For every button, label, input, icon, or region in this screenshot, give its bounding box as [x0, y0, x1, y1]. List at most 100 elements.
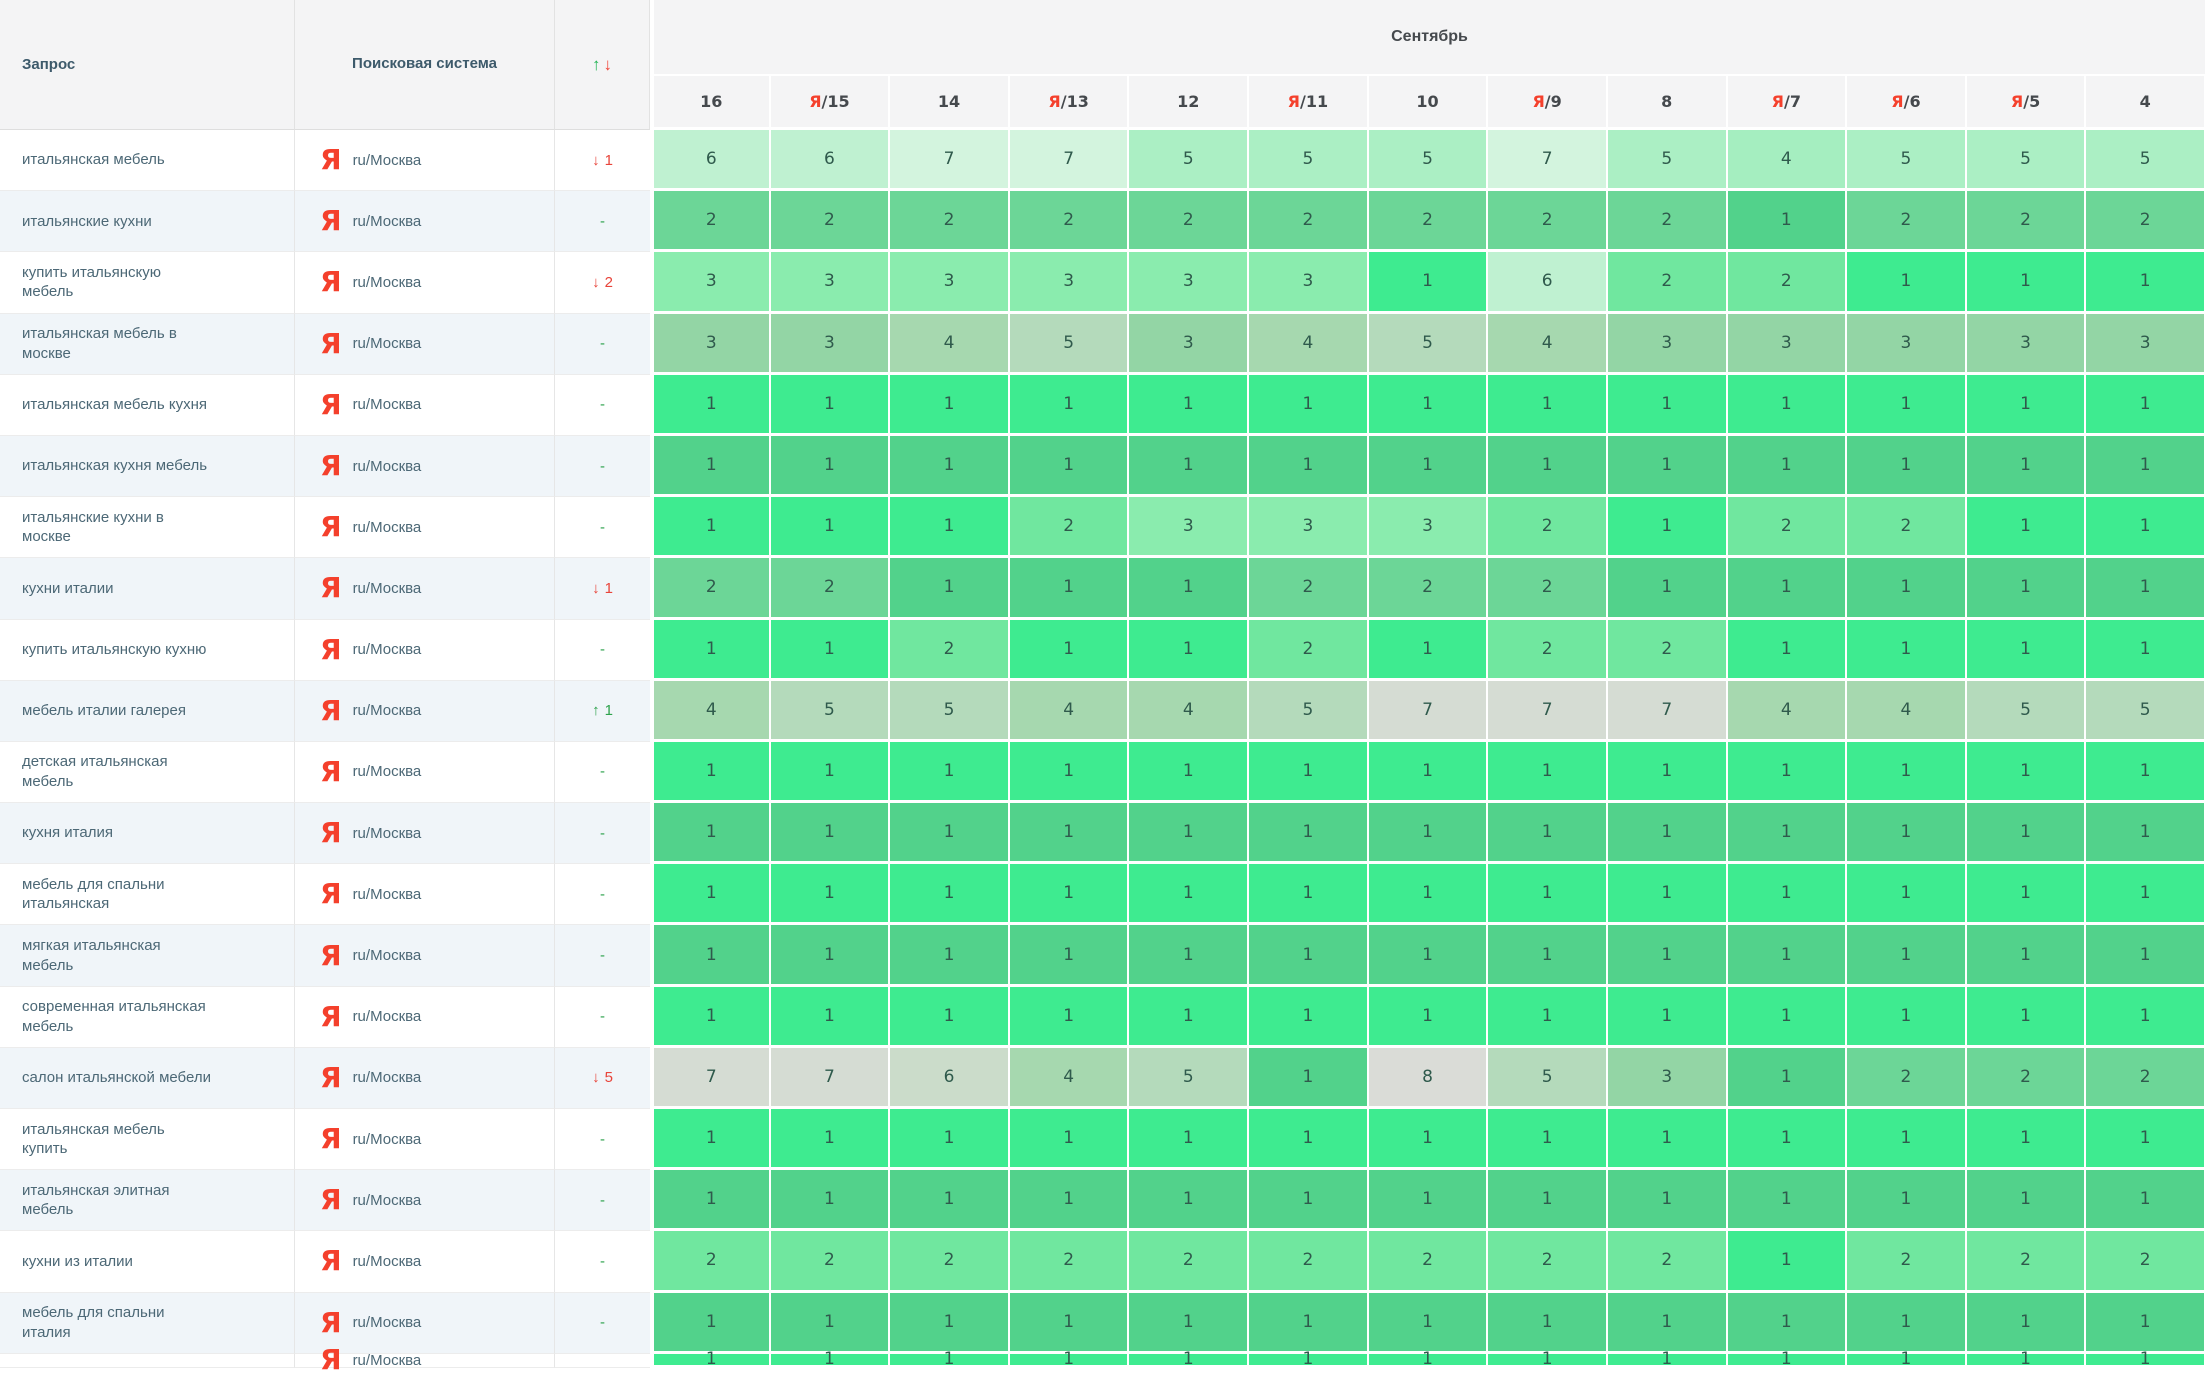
- position-cell[interactable]: 1: [1965, 1170, 2086, 1232]
- position-cell[interactable]: 3: [1248, 497, 1368, 559]
- position-cell[interactable]: 1: [1606, 864, 1727, 926]
- position-cell[interactable]: 1: [1367, 864, 1488, 926]
- position-cell[interactable]: 1: [1367, 374, 1488, 436]
- position-cell[interactable]: 1: [1487, 374, 1607, 436]
- date-column-header[interactable]: Я/9: [1487, 74, 1607, 130]
- position-cell[interactable]: 1: [1248, 1292, 1368, 1354]
- position-cell[interactable]: 1: [1487, 1109, 1607, 1171]
- position-cell[interactable]: 1: [769, 864, 890, 926]
- position-cell[interactable]: 1: [1965, 1292, 2086, 1354]
- position-cell[interactable]: 1: [1008, 1109, 1129, 1171]
- position-cell[interactable]: 1: [1248, 925, 1368, 987]
- position-cell[interactable]: 1: [650, 1349, 770, 1369]
- position-cell[interactable]: 1: [1846, 1109, 1966, 1171]
- position-cell[interactable]: 1: [1846, 986, 1966, 1048]
- position-cell[interactable]: 1: [1726, 1109, 1847, 1171]
- position-cell[interactable]: 1: [1248, 803, 1368, 865]
- position-cell[interactable]: 1: [1248, 1047, 1368, 1109]
- position-cell[interactable]: 3: [769, 313, 890, 375]
- position-cell[interactable]: 4: [1846, 680, 1966, 742]
- position-cell[interactable]: 1: [889, 1170, 1009, 1232]
- position-cell[interactable]: 1: [1965, 1109, 2086, 1171]
- position-cell[interactable]: 5: [1248, 130, 1368, 192]
- position-cell[interactable]: 1: [650, 803, 770, 865]
- position-cell[interactable]: 1: [1606, 741, 1727, 804]
- position-cell[interactable]: 1: [1965, 986, 2086, 1048]
- position-cell[interactable]: 1: [1487, 1349, 1607, 1369]
- position-cell[interactable]: 1: [1606, 1109, 1727, 1171]
- date-column-header[interactable]: 8: [1606, 74, 1727, 130]
- position-cell[interactable]: 7: [1367, 680, 1488, 742]
- position-cell[interactable]: 4: [1726, 680, 1847, 742]
- position-cell[interactable]: 1: [1487, 864, 1607, 926]
- position-cell[interactable]: 1: [1008, 925, 1129, 987]
- position-cell[interactable]: 7: [1487, 130, 1607, 192]
- position-cell[interactable]: 1: [1008, 986, 1129, 1048]
- date-column-header[interactable]: 14: [889, 74, 1009, 130]
- date-column-header[interactable]: Я/7: [1726, 74, 1847, 130]
- position-cell[interactable]: 1: [1487, 925, 1607, 987]
- position-cell[interactable]: 2: [1846, 191, 1966, 253]
- position-cell[interactable]: 1: [769, 497, 890, 559]
- position-cell[interactable]: 1: [1367, 252, 1488, 314]
- position-cell[interactable]: 1: [889, 558, 1009, 620]
- column-header-engine[interactable]: Поисковая система: [295, 0, 555, 130]
- position-cell[interactable]: 1: [769, 619, 890, 681]
- position-cell[interactable]: 2: [1965, 1047, 2086, 1109]
- position-cell[interactable]: 1: [650, 1109, 770, 1171]
- position-cell[interactable]: 1: [1726, 1170, 1847, 1232]
- position-cell[interactable]: 1: [1128, 925, 1249, 987]
- position-cell[interactable]: 2: [650, 558, 770, 620]
- position-cell[interactable]: 1: [1128, 864, 1249, 926]
- position-cell[interactable]: 1: [1726, 1349, 1847, 1369]
- position-cell[interactable]: 2: [769, 558, 890, 620]
- position-cell[interactable]: 1: [1846, 1292, 1966, 1354]
- position-cell[interactable]: 2: [1487, 497, 1607, 559]
- position-cell[interactable]: 1: [2085, 252, 2205, 314]
- position-cell[interactable]: 7: [650, 1047, 770, 1109]
- position-cell[interactable]: 3: [889, 252, 1009, 314]
- query-cell[interactable]: детская итальянская мебель: [0, 741, 295, 804]
- position-cell[interactable]: 6: [650, 130, 770, 192]
- position-cell[interactable]: 5: [2085, 680, 2205, 742]
- position-cell[interactable]: 2: [1248, 619, 1368, 681]
- query-cell[interactable]: [0, 1353, 295, 1368]
- position-cell[interactable]: 1: [1008, 374, 1129, 436]
- position-cell[interactable]: 3: [1846, 313, 1966, 375]
- position-cell[interactable]: 1: [769, 1109, 890, 1171]
- position-cell[interactable]: 2: [769, 191, 890, 253]
- position-cell[interactable]: 1: [1846, 741, 1966, 804]
- position-cell[interactable]: 1: [650, 497, 770, 559]
- position-cell[interactable]: 1: [1606, 558, 1727, 620]
- position-cell[interactable]: 2: [1487, 619, 1607, 681]
- position-cell[interactable]: 1: [2085, 497, 2205, 559]
- position-cell[interactable]: 1: [2085, 925, 2205, 987]
- position-cell[interactable]: 1: [1726, 1047, 1847, 1109]
- position-cell[interactable]: 1: [2085, 558, 2205, 620]
- position-cell[interactable]: 1: [1606, 925, 1727, 987]
- position-cell[interactable]: 1: [889, 864, 1009, 926]
- position-cell[interactable]: 5: [1846, 130, 1966, 192]
- position-cell[interactable]: 4: [1487, 313, 1607, 375]
- position-cell[interactable]: 1: [889, 1292, 1009, 1354]
- position-cell[interactable]: 1: [1726, 1231, 1847, 1293]
- position-cell[interactable]: 1: [1606, 1292, 1727, 1354]
- position-cell[interactable]: 1: [1128, 435, 1249, 498]
- query-cell[interactable]: мебель италии галерея: [0, 680, 295, 742]
- position-cell[interactable]: 3: [769, 252, 890, 314]
- position-cell[interactable]: 1: [650, 1292, 770, 1354]
- position-cell[interactable]: 1: [1726, 864, 1847, 926]
- query-cell[interactable]: итальянские кухни в москве: [0, 497, 295, 559]
- position-cell[interactable]: 1: [2085, 1170, 2205, 1232]
- position-cell[interactable]: 5: [1965, 680, 2086, 742]
- position-cell[interactable]: 1: [1367, 1170, 1488, 1232]
- position-cell[interactable]: 2: [769, 1231, 890, 1293]
- date-column-header[interactable]: Я/15: [769, 74, 890, 130]
- position-cell[interactable]: 1: [1726, 803, 1847, 865]
- position-cell[interactable]: 1: [1487, 435, 1607, 498]
- position-cell[interactable]: 1: [1128, 803, 1249, 865]
- position-cell[interactable]: 1: [1008, 619, 1129, 681]
- position-cell[interactable]: 1: [1008, 1349, 1129, 1369]
- position-cell[interactable]: 2: [1606, 1231, 1727, 1293]
- position-cell[interactable]: 1: [1367, 1292, 1488, 1354]
